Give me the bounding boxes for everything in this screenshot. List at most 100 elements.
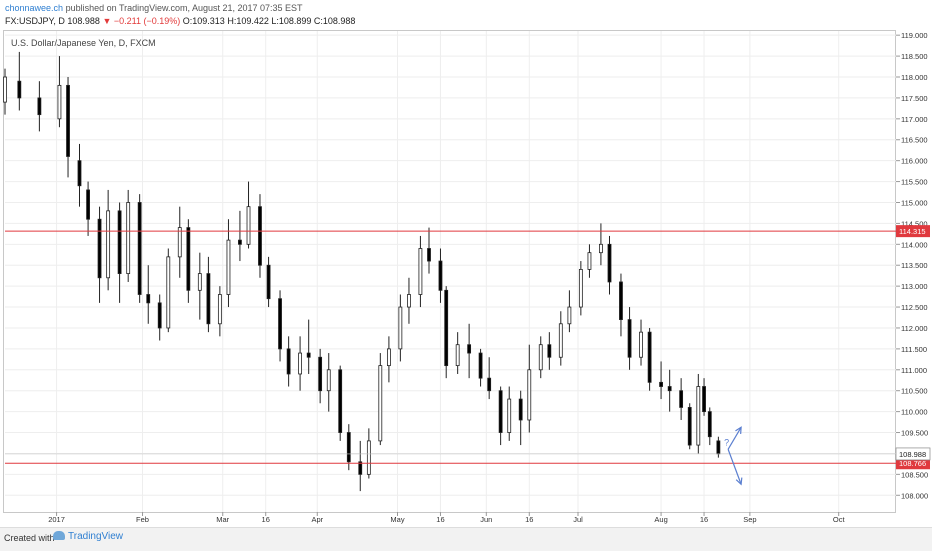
x-tick-label: Oct — [833, 515, 846, 524]
candle-down — [266, 264, 271, 300]
author-link[interactable]: chonnawee.ch — [5, 3, 64, 13]
y-tick-label: 117.000 — [901, 115, 928, 124]
question-annotation: ? — [724, 437, 729, 447]
last-price: 108.988 — [67, 16, 100, 26]
candle-down — [607, 243, 612, 283]
last-price-label: 108.988 — [899, 450, 926, 459]
candle-down — [647, 331, 652, 383]
candle-down — [707, 411, 712, 438]
y-tick-label: 113.000 — [901, 282, 928, 291]
y-tick-label: 110.500 — [901, 387, 928, 396]
candle-up — [538, 344, 543, 371]
y-tick-label: 117.500 — [901, 94, 928, 103]
candle-up — [639, 331, 643, 358]
candle-down — [157, 302, 162, 329]
candle-down — [498, 390, 503, 433]
candle-down — [438, 260, 443, 291]
candle-down — [427, 248, 431, 262]
candle-down — [146, 294, 151, 304]
created-with-label: Created with — [4, 533, 55, 543]
candle-down — [186, 227, 191, 291]
candle-down — [306, 352, 311, 358]
y-tick-label: 108.500 — [901, 470, 928, 479]
x-tick-label: 16 — [262, 515, 270, 524]
candle-down — [17, 80, 22, 99]
candle-up — [177, 227, 182, 258]
x-tick-label: 16 — [436, 515, 444, 524]
candle-down — [137, 202, 142, 295]
level-price-label: 114.315 — [899, 227, 926, 236]
x-tick-label: Apr — [311, 515, 323, 524]
candle-up — [378, 365, 383, 442]
candle-up — [696, 386, 701, 446]
candle-up — [507, 398, 512, 433]
cloud-icon — [53, 531, 65, 540]
candle-down — [659, 381, 663, 387]
candle-down — [346, 432, 351, 463]
candle-up — [578, 269, 583, 308]
candle-up — [326, 369, 331, 392]
tradingview-logo[interactable]: TradingView — [53, 531, 123, 542]
logo-text: TradingView — [68, 531, 124, 542]
x-tick-label: 16 — [525, 515, 533, 524]
candle-down — [358, 461, 363, 475]
candle-down — [547, 344, 552, 358]
y-tick-label: 111.500 — [901, 345, 927, 354]
x-tick-label: 2017 — [48, 515, 65, 524]
y-tick-label: 111.000 — [901, 366, 927, 375]
x-tick-label: Sep — [743, 515, 756, 524]
candle-down — [77, 160, 82, 187]
candle-down — [467, 344, 472, 354]
candle-up — [407, 294, 411, 308]
candle-down — [66, 84, 70, 157]
candle-up — [106, 210, 111, 279]
candle-down — [679, 390, 684, 408]
candle-up — [599, 243, 603, 254]
symbol-header: FX:USDJPY, D 108.988 ▼ −0.211 (−0.19%) O… — [5, 16, 355, 26]
level-price-label: 108.766 — [899, 459, 926, 468]
candle-down — [478, 352, 483, 379]
price-chart[interactable]: 108.000108.500109.000109.500110.000110.5… — [0, 0, 932, 527]
y-tick-label: 109.500 — [901, 429, 928, 438]
y-tick-label: 112.000 — [901, 324, 928, 333]
published-text: published on TradingView.com, August 21,… — [65, 3, 303, 13]
candle-down — [716, 440, 721, 455]
candle-up — [126, 202, 131, 274]
y-tick-label: 119.000 — [901, 31, 928, 40]
level-price-tag — [896, 225, 930, 238]
x-tick-label: Aug — [654, 515, 667, 524]
candle-down — [627, 319, 632, 358]
candle-down — [86, 189, 90, 220]
publish-header: chonnawee.ch published on TradingView.co… — [5, 3, 303, 13]
footer-bar: Created with TradingView — [0, 527, 932, 551]
y-tick-label: 114.500 — [901, 219, 928, 228]
x-tick-label: 16 — [700, 515, 708, 524]
projection-arrow-down — [727, 449, 742, 485]
y-tick-label: 108.000 — [901, 491, 928, 500]
y-tick-label: 114.000 — [901, 240, 928, 249]
x-tick-label: Jul — [573, 515, 583, 524]
x-tick-label: Mar — [216, 515, 229, 524]
ohlc-values: O:109.313 H:109.422 L:108.899 C:108.988 — [182, 16, 356, 26]
candle-up — [587, 252, 592, 270]
candle-up — [366, 440, 371, 475]
candle-down — [687, 407, 692, 446]
symbol-label: FX:USDJPY, D — [5, 16, 65, 26]
y-tick-label: 113.500 — [901, 261, 928, 270]
candle-up — [387, 348, 391, 367]
candle-down — [286, 348, 291, 375]
candle-down — [444, 289, 449, 367]
projection-arrow-up-head — [735, 426, 742, 434]
candle-down — [318, 356, 323, 392]
candle-down — [487, 377, 492, 392]
candle-down — [206, 273, 211, 325]
projection-arrow-down-head — [735, 477, 743, 486]
candle-up — [246, 206, 251, 245]
down-arrow-icon: ▼ — [102, 16, 112, 26]
candle-down — [258, 206, 262, 266]
candle-up — [418, 248, 423, 295]
projection-arrow-up — [727, 426, 742, 450]
candle-up — [455, 344, 460, 367]
y-tick-label: 118.000 — [901, 73, 928, 82]
y-tick-label: 115.500 — [901, 178, 928, 187]
